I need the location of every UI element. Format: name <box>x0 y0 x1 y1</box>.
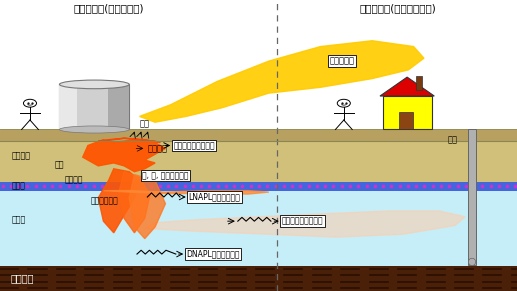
Bar <box>468 129 476 265</box>
Text: トラップ: トラップ <box>65 175 83 184</box>
Bar <box>0 182 517 191</box>
Text: 汚染物質: 汚染物質 <box>147 144 168 153</box>
Polygon shape <box>119 172 150 233</box>
Bar <box>59 84 129 129</box>
Text: 水相への溶解: 水相への溶解 <box>90 196 118 205</box>
Text: オフサイト(例えば住宅地): オフサイト(例えば住宅地) <box>360 3 436 13</box>
Text: 浸透: 浸透 <box>54 160 64 169</box>
Text: 井戸: 井戸 <box>447 135 458 144</box>
Bar <box>109 84 129 129</box>
Text: 油, 水, ガスの三相流: 油, 水, ガスの三相流 <box>142 171 189 180</box>
Bar <box>0 129 517 141</box>
Text: 移流・拡散: 移流・拡散 <box>330 57 355 65</box>
Bar <box>0 141 517 182</box>
Text: DNAPLの移流・拡散: DNAPLの移流・拡散 <box>186 250 239 258</box>
Ellipse shape <box>337 99 351 107</box>
Bar <box>59 84 77 129</box>
Ellipse shape <box>59 80 129 89</box>
Text: 不透水層: 不透水層 <box>10 274 34 284</box>
Bar <box>383 96 432 129</box>
Polygon shape <box>140 41 424 122</box>
Ellipse shape <box>59 126 129 133</box>
Bar <box>416 76 422 90</box>
Bar <box>0 191 517 266</box>
Ellipse shape <box>468 258 476 265</box>
Text: 溶解体の移流・拡散: 溶解体の移流・拡散 <box>282 217 324 226</box>
Text: 蔣発: 蔣発 <box>140 119 149 128</box>
Polygon shape <box>98 138 160 143</box>
Text: LNAPLの移流・拡散: LNAPLの移流・拡散 <box>189 193 240 201</box>
Polygon shape <box>380 77 434 96</box>
Polygon shape <box>145 211 465 237</box>
Text: 毛管帯: 毛管帯 <box>11 182 25 191</box>
Ellipse shape <box>23 99 37 107</box>
Text: 不飽和層: 不飽和層 <box>11 151 31 160</box>
Polygon shape <box>103 191 269 194</box>
Text: 飽和層: 飽和層 <box>11 215 26 224</box>
Polygon shape <box>98 169 140 233</box>
Text: 軽貪分の揮発・拡散: 軽貪分の揮発・拡散 <box>173 141 215 150</box>
Polygon shape <box>83 140 165 172</box>
Bar <box>0 0 517 129</box>
Bar <box>0 266 517 291</box>
Polygon shape <box>129 175 165 239</box>
Text: オンサイト(例えば工場): オンサイト(例えば工場) <box>73 3 144 13</box>
Bar <box>399 112 413 129</box>
